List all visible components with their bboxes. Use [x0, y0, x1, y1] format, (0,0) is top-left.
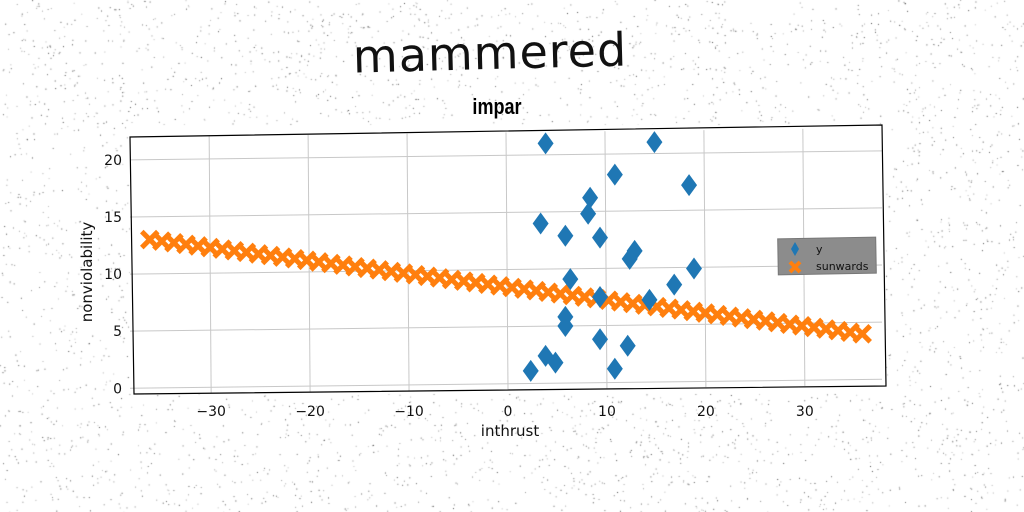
legend-marker-y: [791, 242, 799, 256]
y-point: [557, 314, 574, 337]
x-gridline: [703, 130, 707, 388]
y-gridline: [129, 150, 883, 161]
y-point: [606, 163, 623, 186]
y-tick-label: 20: [104, 153, 122, 169]
y-point: [562, 268, 579, 291]
y-point: [522, 359, 539, 382]
y-gridline: [129, 207, 883, 218]
y-point: [557, 224, 574, 247]
y-point: [681, 174, 698, 197]
x-tick-label: 10: [598, 404, 616, 420]
y-point: [619, 334, 636, 357]
legend-box: [777, 236, 877, 276]
y-point: [532, 212, 549, 235]
y-point: [592, 226, 608, 249]
x-gridline: [208, 136, 212, 394]
y-point: [547, 351, 564, 374]
y-point: [641, 288, 658, 311]
axis-ticks: −30 −20 −10 0 10 20 30 0 5 10 15 20: [104, 153, 814, 420]
y-point: [621, 247, 638, 270]
y-point: [606, 357, 623, 380]
y-point: [582, 186, 599, 209]
y-gridline: [129, 264, 883, 275]
chart-marks: [140, 131, 872, 382]
x-tick-label: 20: [697, 404, 715, 420]
y-axis-label: nonviolability: [78, 222, 96, 323]
legend-label-y: y: [816, 243, 823, 256]
x-tick-label: 0: [504, 404, 513, 420]
chart-subtitle: impar: [472, 94, 522, 119]
grid: [129, 128, 883, 394]
x-gridline: [406, 133, 410, 391]
y-tick-label: 5: [113, 324, 122, 340]
y-point: [592, 285, 608, 308]
x-gridline: [505, 132, 509, 390]
y-tick-label: 0: [113, 381, 122, 397]
x-tick-label: −30: [196, 404, 226, 420]
y-point: [646, 131, 663, 154]
y-tick-label: 10: [104, 267, 122, 283]
x-gridline: [604, 131, 608, 389]
y-gridline: [129, 378, 883, 389]
x-tick-label: −20: [295, 404, 325, 420]
y-tick-label: 15: [104, 210, 122, 226]
x-tick-label: 30: [796, 404, 814, 420]
x-tick-label: −10: [394, 404, 424, 420]
legend-marker-sunwards: [788, 260, 802, 274]
y-point: [580, 202, 597, 225]
y-point: [686, 257, 702, 280]
y-point: [666, 273, 683, 296]
y-point: [537, 132, 554, 155]
plot-frame: [129, 124, 887, 395]
legend-label-sunwards: sunwards: [816, 260, 869, 273]
sunwards-point: [852, 324, 872, 344]
legend: y sunwards: [777, 236, 877, 276]
x-axis-label: inthrust: [481, 422, 540, 440]
y-point: [592, 328, 608, 351]
